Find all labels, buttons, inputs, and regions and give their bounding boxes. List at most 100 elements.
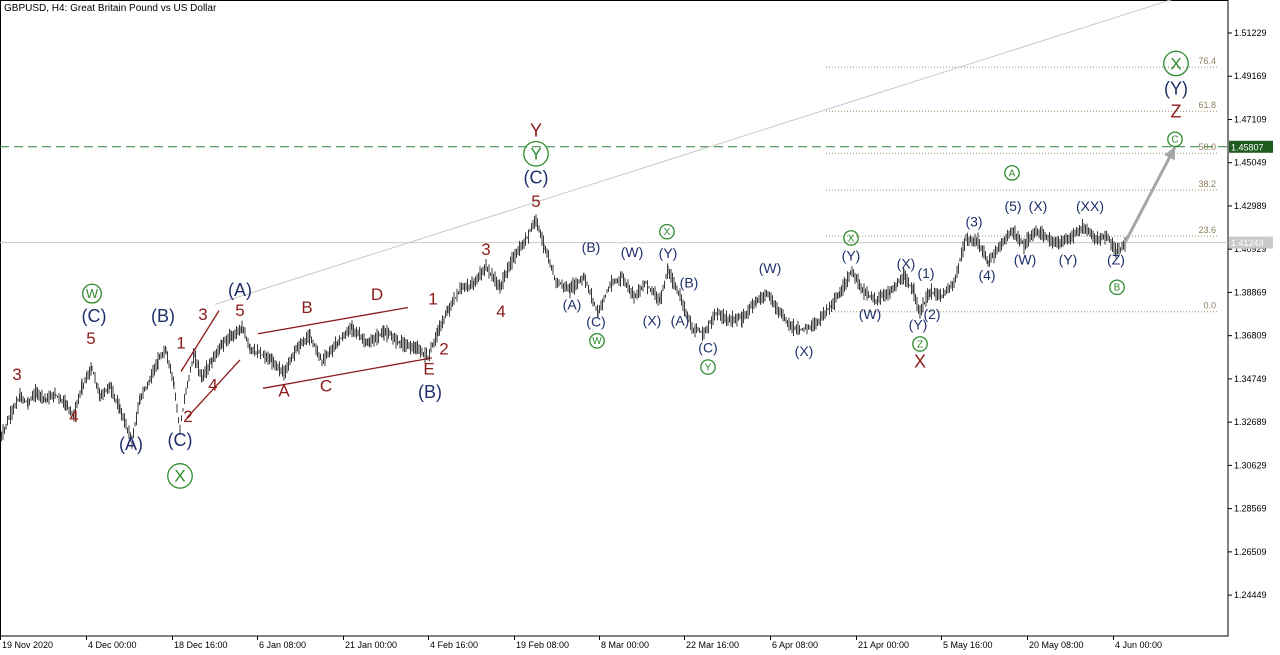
wave-label: (C) <box>586 313 605 329</box>
wave-circle <box>1167 131 1183 148</box>
wave-label: X <box>848 233 855 244</box>
wave-label: (Y) <box>659 245 678 261</box>
wave-label: 1 <box>176 333 185 352</box>
x-tick-label: 4 Jun 00:00 <box>1115 640 1162 650</box>
channel-line <box>180 310 220 372</box>
wave-label: 4 <box>208 375 217 394</box>
fib-level-label: 23.6 <box>1198 225 1216 235</box>
wave-label: 1 <box>428 289 437 308</box>
wave-label: (B) <box>680 275 699 291</box>
y-tick-label: 1.42989 <box>1234 201 1267 211</box>
x-tick-label: 21 Jan 00:00 <box>345 640 397 650</box>
wave-circle <box>81 283 103 304</box>
wave-label: Y <box>530 145 541 164</box>
x-tick-label: 5 May 16:00 <box>943 640 993 650</box>
wave-label: 4 <box>496 302 505 321</box>
wave-label: (Y) <box>1164 78 1188 98</box>
wave-label: (B) <box>582 239 601 255</box>
fib-level-label: 38.2 <box>1198 179 1216 189</box>
wave-label: (C) <box>524 168 549 188</box>
wave-label: (X) <box>1029 198 1048 214</box>
x-tick-label: 19 Nov 2020 <box>2 640 53 650</box>
channel-line <box>262 357 433 389</box>
wave-label: (Y) <box>842 247 861 263</box>
wave-label: (3) <box>965 214 982 230</box>
y-tick-label: 1.36809 <box>1234 331 1267 341</box>
key-level-value: 1.45807 <box>1231 142 1264 152</box>
wave-label: Z <box>917 339 923 350</box>
wave-circle <box>1004 165 1020 181</box>
wave-label: (C) <box>698 340 717 356</box>
wave-label: 2 <box>439 340 448 359</box>
y-tick-label: 1.32689 <box>1234 417 1267 427</box>
wave-label: X <box>174 467 185 486</box>
wave-circle <box>167 463 193 489</box>
plot-frame <box>0 0 1229 637</box>
x-tick-label: 4 Feb 16:00 <box>430 640 478 650</box>
y-tick-label: 1.26509 <box>1234 547 1267 557</box>
wave-circle <box>659 223 675 240</box>
y-tick-label: 1.49169 <box>1234 71 1267 81</box>
x-tick-label: 6 Jan 08:00 <box>259 640 306 650</box>
wave-label: (X) <box>643 312 662 328</box>
wave-label: A <box>278 382 290 401</box>
wave-label: (1) <box>917 265 934 281</box>
current-price-value: 1.41243 <box>1231 238 1264 248</box>
y-tick-label: 1.47109 <box>1234 114 1267 124</box>
wave-label: 3 <box>481 240 490 259</box>
wave-label: C <box>320 376 332 395</box>
wave-label: W <box>592 336 602 347</box>
wave-label: (Z) <box>1107 251 1125 267</box>
fib-level-label: 0.0 <box>1203 301 1216 311</box>
wave-label: 5 <box>86 329 95 348</box>
wave-label: (X) <box>795 343 814 359</box>
wave-label: 5 <box>235 301 244 320</box>
trend-line <box>214 0 1172 305</box>
y-tick-label: 1.40929 <box>1234 244 1267 254</box>
wave-label: (Y) <box>909 317 928 333</box>
wave-circle <box>1109 279 1125 296</box>
y-tick-label: 1.51229 <box>1234 28 1267 38</box>
x-tick-label: 22 Mar 16:00 <box>686 640 739 650</box>
wave-circle <box>1163 50 1189 77</box>
current-price-tag <box>1229 236 1273 249</box>
wave-label: X <box>914 351 926 371</box>
wave-label: (Y) <box>1059 251 1078 267</box>
wave-label: Y <box>530 120 542 140</box>
price-bars <box>0 214 1126 449</box>
wave-circle <box>700 359 716 375</box>
y-tick-label: 1.30629 <box>1234 460 1267 470</box>
wave-label: (B) <box>418 382 442 402</box>
projection-arrow-head <box>1164 146 1175 161</box>
chart-title: GBPUSD, H4: Great Britain Pound vs US Do… <box>4 3 217 14</box>
y-tick-label: 1.24449 <box>1234 590 1267 600</box>
x-tick-label: 4 Dec 00:00 <box>88 640 137 650</box>
wave-label: (W) <box>621 244 644 260</box>
wave-label: B <box>1114 283 1121 294</box>
y-tick-label: 1.28569 <box>1234 504 1267 514</box>
wave-circle <box>589 332 605 349</box>
wave-circle <box>843 230 859 246</box>
wave-label: (XX) <box>1076 198 1104 214</box>
x-tick-label: 8 Mar 00:00 <box>601 640 649 650</box>
x-tick-label: 18 Dec 16:00 <box>174 640 228 650</box>
y-tick-label: 1.45049 <box>1234 158 1267 168</box>
wave-label: (2) <box>923 306 940 322</box>
x-tick-label: 21 Apr 00:00 <box>858 640 909 650</box>
wave-label: (4) <box>978 267 995 283</box>
wave-label: (A) <box>563 297 582 313</box>
wave-label: (B) <box>151 306 175 326</box>
wave-label: 2 <box>183 407 192 426</box>
wave-label: (A) <box>228 280 252 300</box>
y-tick-label: 1.38869 <box>1234 287 1267 297</box>
wave-label: (C) <box>168 430 193 450</box>
wave-circle <box>523 140 549 167</box>
wave-label: B <box>301 298 312 317</box>
key-level-tag <box>1229 140 1273 153</box>
wave-label: 3 <box>198 305 207 324</box>
wave-label: W <box>86 286 99 301</box>
x-tick-label: 20 May 08:00 <box>1029 640 1084 650</box>
y-tick-label: 1.34749 <box>1234 374 1267 384</box>
wave-label: A <box>1009 168 1016 179</box>
